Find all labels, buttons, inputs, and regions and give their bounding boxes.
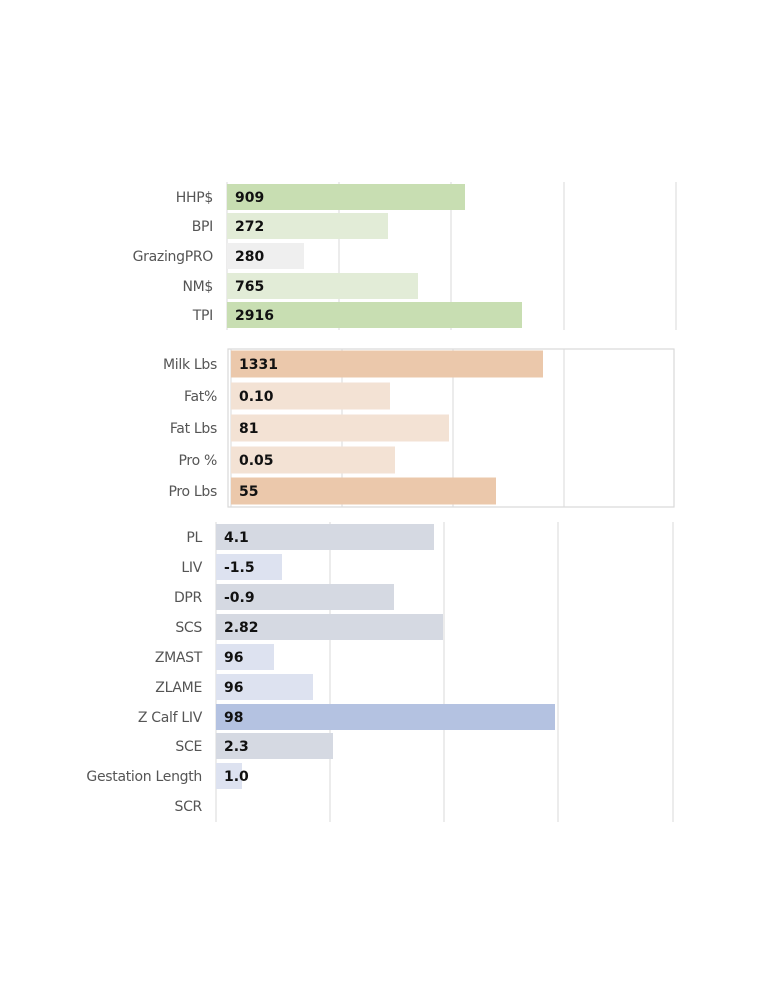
panel3-bar-pl: [216, 524, 434, 550]
panel1-bar-tpi: [227, 302, 522, 328]
panel2-value-label-fat: 0.10: [239, 389, 274, 405]
panel3-value-label-dpr: -0.9: [224, 590, 255, 606]
panel2-category-label-fat: Fat%: [184, 389, 217, 405]
panel3-value-label-z-calf-liv: 98: [224, 710, 243, 726]
panel2-category-label-pro-lbs: Pro Lbs: [168, 484, 217, 500]
panel2-value-label-pro-lbs: 55: [239, 484, 258, 500]
panel3-bar-scs: [216, 614, 443, 640]
panel1-category-label-tpi: TPI: [192, 308, 213, 324]
panel1-value-label-nm: 765: [235, 279, 264, 295]
panel1-category-label-hhp: HHP$: [176, 190, 213, 206]
panel1-value-label-grazingpro: 280: [235, 249, 264, 265]
panel3-bar-z-calf-liv: [216, 704, 555, 730]
panel3-category-label-zlame: ZLAME: [155, 680, 202, 696]
panel1-category-label-grazingpro: GrazingPRO: [133, 249, 214, 265]
panel1-category-label-bpi: BPI: [192, 219, 213, 235]
panel2-bar-milk-lbs: [231, 350, 543, 378]
panel1-value-label-hhp: 909: [235, 190, 264, 206]
panel3-bar-zmast: [216, 644, 274, 670]
panel3-category-label-zmast: ZMAST: [155, 650, 203, 666]
panel3-category-label-z-calf-liv: Z Calf LIV: [138, 710, 203, 726]
panel2-bar-fat: [231, 382, 390, 410]
panel3-value-label-scs: 2.82: [224, 620, 259, 636]
panel3-bar-sce: [216, 733, 333, 759]
panel2-bar-pro: [231, 446, 395, 474]
panel2-category-label-pro: Pro %: [179, 453, 217, 469]
panel2-bar-pro-lbs: [231, 477, 496, 505]
panel2-bar-fat-lbs: [231, 414, 449, 442]
panel3-category-label-pl: PL: [186, 530, 202, 546]
panel3-category-label-liv: LIV: [181, 560, 202, 576]
panel2-value-label-pro: 0.05: [239, 453, 274, 469]
panel1-bar-bpi: [227, 213, 388, 239]
panel1-value-label-tpi: 2916: [235, 308, 274, 324]
panel1-category-label-nm: NM$: [182, 279, 213, 295]
panel3-category-label-dpr: DPR: [174, 590, 203, 606]
panel2-category-label-fat-lbs: Fat Lbs: [170, 421, 217, 437]
panel3-bar-zlame: [216, 674, 313, 700]
panel1-bar-hhp: [227, 184, 465, 210]
panel2-border: [227, 348, 675, 508]
panel3-bar-liv: [216, 554, 282, 580]
panel1-bar-grazingpro: [227, 243, 304, 269]
panel3-value-label-sce: 2.3: [224, 739, 249, 755]
panel3-value-label-gestation-length: 1.0: [224, 769, 249, 785]
panel3-value-label-liv: -1.5: [224, 560, 255, 576]
panel3-value-label-pl: 4.1: [224, 530, 249, 546]
panel1-value-label-bpi: 272: [235, 219, 264, 235]
panel3-category-label-scs: SCS: [175, 620, 202, 636]
panel3-category-label-scr: SCR: [175, 799, 203, 815]
panel3-category-label-gestation-length: Gestation Length: [86, 769, 202, 785]
panel3-bar-dpr: [216, 584, 394, 610]
panel3-category-label-sce: SCE: [175, 739, 202, 755]
panel2-value-label-milk-lbs: 1331: [239, 357, 278, 373]
panel1-bar-nm: [227, 273, 418, 299]
panel3-value-label-zmast: 96: [224, 650, 243, 666]
panel2-value-label-fat-lbs: 81: [239, 421, 258, 437]
panel3-bar-gestation-length: [216, 763, 242, 789]
panel2-category-label-milk-lbs: Milk Lbs: [163, 357, 217, 373]
panel3-value-label-zlame: 96: [224, 680, 243, 696]
